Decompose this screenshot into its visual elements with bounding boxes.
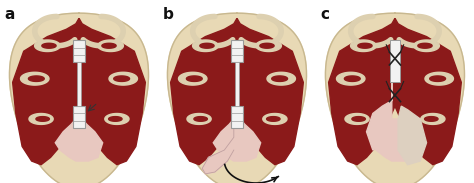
Polygon shape [13, 18, 79, 165]
Polygon shape [171, 18, 237, 165]
Polygon shape [345, 76, 360, 81]
Polygon shape [326, 13, 465, 183]
Polygon shape [29, 113, 53, 124]
Polygon shape [345, 113, 369, 124]
Polygon shape [272, 76, 288, 81]
Polygon shape [9, 13, 148, 183]
Polygon shape [266, 117, 280, 121]
Polygon shape [231, 106, 243, 128]
Polygon shape [73, 106, 84, 128]
Polygon shape [114, 76, 129, 81]
Polygon shape [28, 76, 44, 81]
Polygon shape [77, 62, 81, 106]
Polygon shape [102, 43, 116, 48]
Polygon shape [179, 72, 207, 85]
Polygon shape [202, 128, 234, 174]
Polygon shape [42, 43, 56, 48]
Polygon shape [36, 117, 49, 121]
Polygon shape [105, 113, 129, 124]
Polygon shape [352, 117, 365, 121]
Polygon shape [395, 18, 461, 165]
Polygon shape [200, 43, 214, 48]
Polygon shape [337, 72, 365, 85]
Polygon shape [398, 106, 427, 165]
Polygon shape [418, 43, 432, 48]
Text: a: a [5, 7, 15, 22]
Polygon shape [260, 43, 274, 48]
Polygon shape [425, 72, 454, 85]
Text: b: b [163, 7, 173, 22]
Polygon shape [256, 40, 282, 51]
Polygon shape [79, 18, 146, 165]
Polygon shape [366, 64, 392, 150]
Polygon shape [55, 119, 103, 161]
Polygon shape [263, 113, 287, 124]
Polygon shape [194, 117, 207, 121]
Polygon shape [213, 119, 261, 161]
Polygon shape [236, 62, 238, 106]
Polygon shape [414, 40, 439, 51]
Polygon shape [328, 18, 395, 165]
Polygon shape [390, 40, 400, 82]
Polygon shape [231, 40, 243, 62]
Polygon shape [186, 76, 202, 81]
Polygon shape [20, 72, 49, 85]
Polygon shape [425, 117, 438, 121]
Polygon shape [167, 13, 307, 183]
Polygon shape [35, 40, 60, 51]
Polygon shape [73, 40, 84, 62]
Polygon shape [237, 18, 303, 165]
Polygon shape [371, 119, 419, 161]
Polygon shape [98, 40, 123, 51]
Polygon shape [109, 117, 122, 121]
Polygon shape [267, 72, 295, 85]
Polygon shape [430, 76, 446, 81]
Polygon shape [187, 113, 211, 124]
Polygon shape [109, 72, 137, 85]
Polygon shape [192, 40, 218, 51]
Polygon shape [351, 40, 376, 51]
Polygon shape [421, 113, 445, 124]
Polygon shape [358, 43, 372, 48]
Text: c: c [321, 7, 330, 22]
